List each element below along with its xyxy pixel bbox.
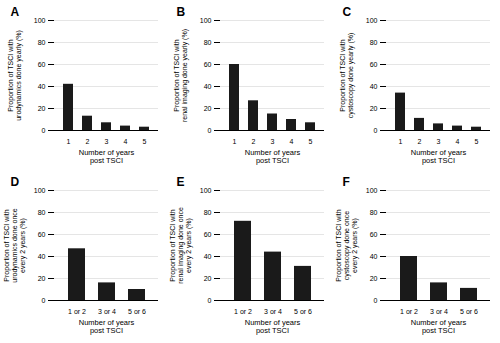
svg-text:D: D bbox=[11, 175, 20, 189]
svg-text:40: 40 bbox=[370, 253, 378, 260]
svg-text:80: 80 bbox=[38, 39, 46, 46]
svg-text:80: 80 bbox=[38, 209, 46, 216]
svg-text:2: 2 bbox=[86, 138, 90, 145]
svg-text:0: 0 bbox=[208, 297, 212, 304]
svg-text:20: 20 bbox=[370, 275, 378, 282]
svg-text:E: E bbox=[177, 175, 185, 189]
svg-text:5 or 6: 5 or 6 bbox=[294, 308, 312, 315]
svg-text:0: 0 bbox=[42, 127, 46, 134]
svg-text:2: 2 bbox=[252, 138, 256, 145]
svg-text:1 or 2: 1 or 2 bbox=[400, 308, 418, 315]
svg-text:40: 40 bbox=[370, 83, 378, 90]
svg-text:5 or 6: 5 or 6 bbox=[460, 308, 478, 315]
svg-text:5: 5 bbox=[309, 138, 313, 145]
svg-text:Number of yearspost TSCI: Number of yearspost TSCI bbox=[245, 318, 301, 336]
svg-text:3 or 4: 3 or 4 bbox=[98, 308, 116, 315]
svg-text:60: 60 bbox=[370, 231, 378, 238]
svg-text:4: 4 bbox=[290, 138, 294, 145]
svg-text:1: 1 bbox=[399, 138, 403, 145]
svg-text:3 or 4: 3 or 4 bbox=[430, 308, 448, 315]
svg-text:2: 2 bbox=[418, 138, 422, 145]
svg-text:20: 20 bbox=[38, 275, 46, 282]
svg-text:Number of yearspost TSCI: Number of yearspost TSCI bbox=[245, 148, 301, 166]
svg-text:1 or 2: 1 or 2 bbox=[234, 308, 252, 315]
svg-text:Proportion of TSCI withurodyna: Proportion of TSCI withurodynamics done … bbox=[7, 30, 23, 121]
svg-text:80: 80 bbox=[370, 209, 378, 216]
svg-text:60: 60 bbox=[370, 61, 378, 68]
svg-text:A: A bbox=[11, 5, 20, 19]
svg-text:3 or 4: 3 or 4 bbox=[264, 308, 282, 315]
svg-text:Number of yearspost TSCI: Number of yearspost TSCI bbox=[79, 318, 135, 336]
svg-text:100: 100 bbox=[366, 187, 378, 194]
svg-text:3: 3 bbox=[105, 138, 109, 145]
svg-text:Proportion of TSCI withurodyna: Proportion of TSCI withurodynamics done … bbox=[3, 208, 27, 282]
svg-text:100: 100 bbox=[200, 187, 212, 194]
svg-text:1 or 2: 1 or 2 bbox=[68, 308, 86, 315]
svg-text:80: 80 bbox=[204, 209, 212, 216]
svg-text:100: 100 bbox=[366, 17, 378, 24]
svg-text:B: B bbox=[177, 5, 186, 19]
svg-text:60: 60 bbox=[204, 61, 212, 68]
svg-text:0: 0 bbox=[374, 127, 378, 134]
svg-text:4: 4 bbox=[124, 138, 128, 145]
svg-text:Number of yearspost TSCI: Number of yearspost TSCI bbox=[411, 318, 467, 336]
svg-text:5: 5 bbox=[475, 138, 479, 145]
svg-text:3: 3 bbox=[437, 138, 441, 145]
svg-text:80: 80 bbox=[204, 39, 212, 46]
svg-text:4: 4 bbox=[456, 138, 460, 145]
svg-text:Number of yearspost TSCI: Number of yearspost TSCI bbox=[411, 148, 467, 166]
svg-text:100: 100 bbox=[34, 17, 46, 24]
svg-text:1: 1 bbox=[67, 138, 71, 145]
svg-text:40: 40 bbox=[204, 83, 212, 90]
svg-text:40: 40 bbox=[38, 253, 46, 260]
svg-text:Proportion of TSCI withcystosc: Proportion of TSCI withcystoscopy done o… bbox=[335, 209, 359, 281]
svg-text:60: 60 bbox=[204, 231, 212, 238]
svg-text:40: 40 bbox=[204, 253, 212, 260]
svg-text:Proportion of TSCI withcystosc: Proportion of TSCI withcystoscopy done y… bbox=[339, 33, 355, 119]
svg-text:3: 3 bbox=[271, 138, 275, 145]
svg-text:60: 60 bbox=[38, 231, 46, 238]
svg-text:Proportion of TSCI withrenal i: Proportion of TSCI withrenal imaging don… bbox=[169, 207, 193, 284]
svg-text:80: 80 bbox=[370, 39, 378, 46]
svg-text:20: 20 bbox=[370, 105, 378, 112]
svg-text:5 or 6: 5 or 6 bbox=[128, 308, 146, 315]
svg-text:20: 20 bbox=[38, 105, 46, 112]
svg-text:C: C bbox=[343, 5, 352, 19]
svg-text:0: 0 bbox=[208, 127, 212, 134]
svg-text:Number of yearspost TSCI: Number of yearspost TSCI bbox=[79, 148, 135, 166]
svg-text:0: 0 bbox=[42, 297, 46, 304]
svg-text:1: 1 bbox=[233, 138, 237, 145]
svg-text:20: 20 bbox=[204, 275, 212, 282]
svg-text:20: 20 bbox=[204, 105, 212, 112]
svg-text:F: F bbox=[343, 175, 350, 189]
svg-text:60: 60 bbox=[38, 61, 46, 68]
svg-text:5: 5 bbox=[143, 138, 147, 145]
svg-text:Proportion of TSCI withrenal i: Proportion of TSCI withrenal imaging don… bbox=[173, 29, 189, 122]
svg-text:100: 100 bbox=[200, 17, 212, 24]
svg-text:100: 100 bbox=[34, 187, 46, 194]
svg-text:40: 40 bbox=[38, 83, 46, 90]
svg-text:0: 0 bbox=[374, 297, 378, 304]
